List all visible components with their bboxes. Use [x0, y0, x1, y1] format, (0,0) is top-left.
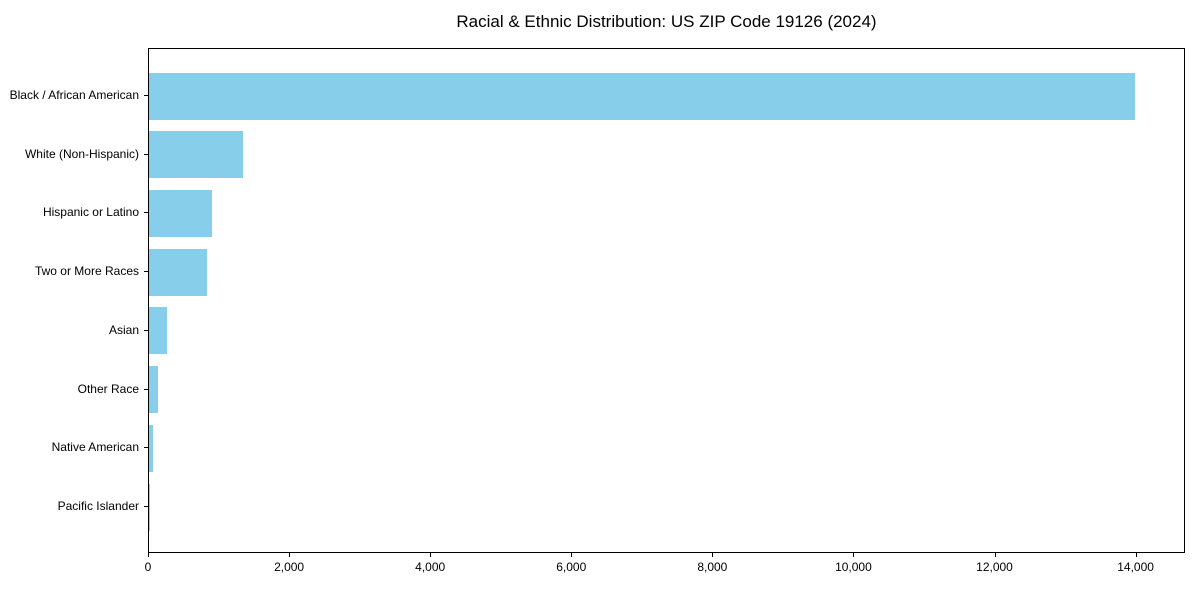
x-tick-label: 2,000 [274, 560, 305, 574]
x-tick-mark [430, 553, 432, 557]
x-tick-label: 12,000 [976, 560, 1013, 574]
y-tick-mark [144, 506, 148, 507]
x-tick-label: 14,000 [1117, 560, 1154, 574]
bar-two-or-more-races [149, 248, 207, 296]
y-tick-mark [144, 212, 148, 214]
y-tick-mark [144, 388, 148, 390]
y-tick-mark [144, 153, 148, 155]
bar-hispanic-or-latino [149, 189, 212, 237]
y-tick-label: Hispanic or Latino [42, 205, 139, 220]
x-tick-label: 4,000 [415, 560, 446, 574]
x-tick-mark [1135, 553, 1137, 557]
y-tick-label: Other Race [77, 381, 139, 396]
y-tick-mark [144, 329, 148, 331]
x-tick-mark [289, 553, 291, 557]
bar-other-race [149, 366, 159, 414]
x-tick-mark [148, 553, 149, 557]
x-tick-mark [571, 553, 573, 557]
x-tick-label: 10,000 [835, 560, 872, 574]
x-tick-label: 6,000 [556, 560, 587, 574]
x-tick-mark [853, 553, 855, 557]
y-tick-label: Native American [51, 440, 139, 455]
chart-title: Racial & Ethnic Distribution: US ZIP Cod… [456, 12, 877, 31]
bar-native-american [149, 424, 154, 472]
x-tick-mark [994, 553, 996, 557]
bar-pacific-islander [149, 483, 150, 531]
y-tick-label: Black / African American [9, 88, 139, 102]
x-tick-label: 8,000 [697, 560, 728, 574]
y-tick-mark [144, 447, 148, 449]
bar-asian [149, 307, 168, 355]
y-tick-label: Pacific Islander [57, 499, 139, 513]
y-tick-label: White (Non-Hispanic) [24, 146, 139, 161]
bar-white-non-hispanic [149, 131, 243, 179]
y-tick-label: Asian [108, 322, 139, 337]
y-tick-mark [144, 271, 148, 273]
bar-black-african-american [149, 72, 1135, 120]
plot-area [148, 48, 1185, 553]
y-tick-label: Two or More Races [34, 264, 139, 279]
x-tick-label: 0 [144, 560, 152, 574]
y-tick-mark [144, 95, 148, 96]
x-tick-mark [712, 553, 714, 557]
